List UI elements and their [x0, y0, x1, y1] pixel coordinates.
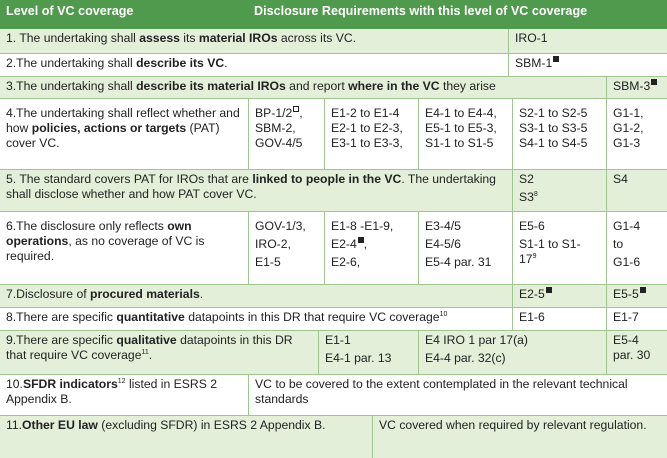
row-10-description: 10.SFDR indicators12 listed in ESRS 2 Ap…	[0, 375, 248, 415]
footnote-square-marker	[293, 106, 300, 112]
row-6-dr-col-2: E1-8 -E1-9, E2-4, E2-6,	[324, 212, 418, 284]
row-8-dr-col-1: E1-6	[512, 308, 606, 330]
row-5-dr-col-2: S4	[606, 170, 667, 211]
row-2-description: 2.The undertaking shall describe its VC.	[0, 54, 508, 76]
row-9-dr-col-3: E5-4 par. 30	[606, 331, 667, 374]
row-5-description: 5. The standard covers PAT for IROs that…	[0, 170, 512, 211]
row-7-dr-col-2: E5-5	[606, 285, 667, 307]
row-11-coverage-note: VC covered when required by relevant reg…	[372, 416, 667, 458]
footnote-square-marker	[639, 287, 646, 293]
header-level-of-vc-coverage: Level of VC coverage	[0, 0, 248, 29]
row-6-dr-col-3: E3-4/5 E4-5/6 E5-4 par. 31	[418, 212, 512, 284]
footnote-square-marker	[553, 56, 560, 62]
header-disclosure-requirements: Disclosure Requirements with this level …	[248, 0, 667, 29]
row-10-coverage-note: VC to be covered to the extent contempla…	[248, 375, 667, 415]
row-6-dr-col-5: G1-4 to G1-6	[606, 212, 667, 284]
row-4-dr-col-3: E4-1 to E4-4, E5-1 to E5-3, S1-1 to S1-5	[418, 99, 512, 169]
row-11-description: 11.Other EU law (excluding SFDR) in ESRS…	[0, 416, 372, 458]
row-8-description: 8.There are specific quantitative datapo…	[0, 308, 512, 330]
row-1-description: 1. The undertaking shall assess its mate…	[0, 29, 508, 53]
row-8-dr-col-2: E1-7	[606, 308, 667, 330]
row-7-dr-col-1: E2-5	[512, 285, 606, 307]
row-4-dr-col-1: BP-1/2, SBM-2, GOV-4/5	[248, 99, 324, 169]
row-7-description: 7.Disclosure of procured materials.	[0, 285, 512, 307]
row-1-dr: IRO-1	[508, 29, 667, 53]
row-3-dr: SBM-3	[606, 77, 667, 98]
row-6-description: 6.The disclosure only reflects own opera…	[0, 212, 248, 284]
footnote-square-marker	[545, 287, 552, 293]
row-6-dr-col-1: GOV-1/3, IRO-2, E1-5	[248, 212, 324, 284]
row-4-dr-col-5: G1-1, G1-2, G1-3	[606, 99, 667, 169]
row-9-description: 9.There are specific qualitative datapoi…	[0, 331, 318, 374]
footnote-square-marker	[651, 79, 658, 85]
row-4-dr-col-2: E1-2 to E1-4 E2-1 to E2-3, E3-1 to E3-3,	[324, 99, 418, 169]
row-6-dr-col-4: E5-6 S1-1 to S1- 179	[512, 212, 606, 284]
row-4-description: 4.The undertaking shall reflect whether …	[0, 99, 248, 169]
row-9-dr-col-1: E1-1 E4-1 par. 13	[318, 331, 418, 374]
footnote-square-marker	[357, 237, 364, 243]
row-5-dr-col-1: S2 S38	[512, 170, 606, 211]
row-2-dr: SBM-1	[508, 54, 667, 76]
row-9-dr-col-2: E4 IRO 1 par 17(a) E4-4 par. 32(c)	[418, 331, 606, 374]
row-4-dr-col-4: S2-1 to S2-5 S3-1 to S3-5 S4-1 to S4-5	[512, 99, 606, 169]
row-3-description: 3.The undertaking shall describe its mat…	[0, 77, 606, 98]
